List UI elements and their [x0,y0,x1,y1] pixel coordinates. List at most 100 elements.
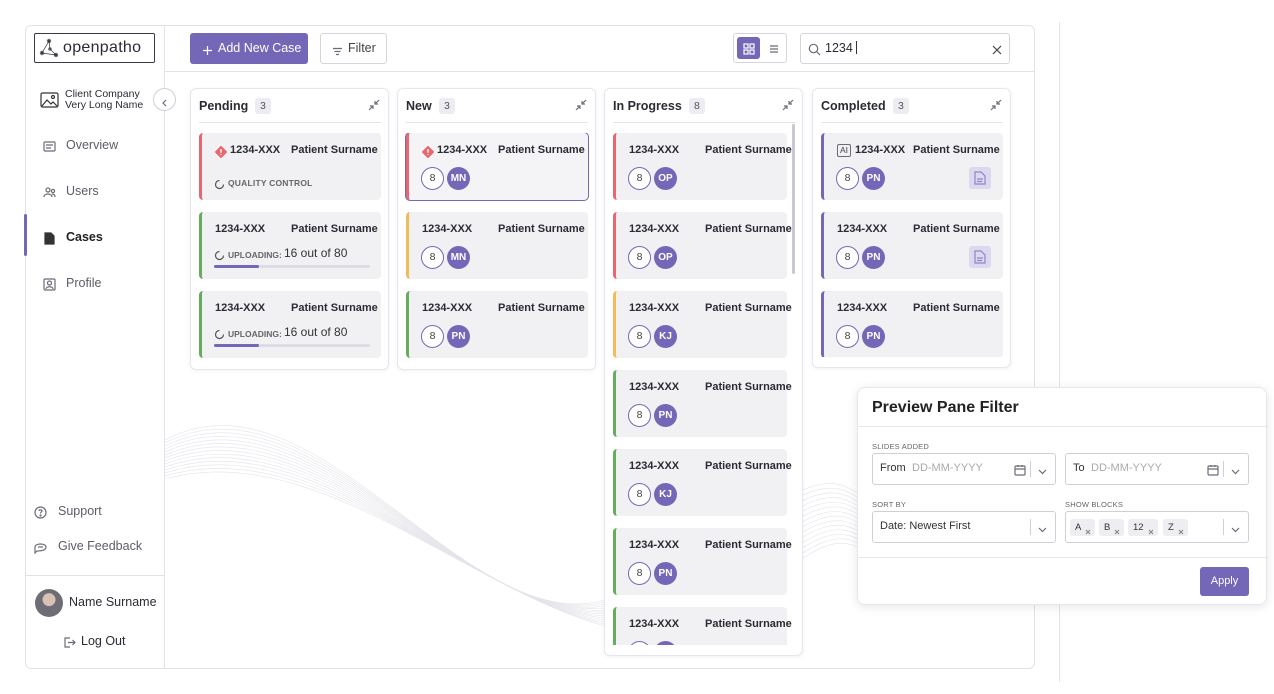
nav-label: Overview [66,138,119,152]
icon-shape [575,99,587,111]
block-tag[interactable]: A [1070,519,1096,536]
collapse-column-button[interactable] [367,97,381,111]
icon-shape [743,49,749,55]
case-card[interactable]: 1234-XXX Patient Surname 8 KJ [613,291,792,358]
case-card[interactable]: 1234-XXX Patient Surname 8 PN [613,370,792,437]
support-link[interactable]: Support [30,503,160,521]
case-card[interactable]: 1234-XXX Patient Surname 8 MN [405,133,589,201]
case-card[interactable]: 1234-XXX Patient Surname 8 MN [406,212,588,279]
column-title: Completed [821,99,886,113]
list-view-button[interactable] [763,37,785,59]
page-divider [1059,22,1060,682]
icon-shape [64,637,76,648]
icon-shape [214,250,225,261]
input-field[interactable]: To DD-MM-YYYY [1065,453,1249,485]
input-field[interactable]: A B 12 Z [1065,511,1249,543]
icon-shape [743,43,749,49]
remove-tag-icon [1085,524,1091,541]
filter-button[interactable]: Filter [320,33,387,64]
case-card[interactable]: 1234-XXX Patient Surname 8 OP [613,212,792,279]
case-card[interactable]: 1234-XXX Patient Surname [613,607,792,645]
case-card[interactable]: 1234-XXX Patient Surname 8 OP [613,133,792,200]
collapse-column-button[interactable] [989,97,1003,111]
icon-shape [1085,529,1091,535]
support-link[interactable]: Give Feedback [30,538,160,556]
icon [575,99,587,111]
dropdown-separator [1223,461,1224,477]
apply-button[interactable]: Apply [1200,567,1249,596]
add-case-button[interactable]: Add New Case [190,33,308,64]
case-card[interactable]: 1234-XXX Patient Surname 8 PN [406,291,588,358]
collapse-icon [990,98,1002,116]
date-placeholder: DD-MM-YYYY [1091,462,1162,474]
assignee-avatar: PN [862,325,885,348]
block-tag[interactable]: B [1099,519,1125,536]
block-tag[interactable]: Z [1163,519,1188,536]
slide-count-badge: 8 [421,246,444,269]
nav-item[interactable]: Cases [26,226,164,250]
assignee-avatar: MN [447,167,470,190]
patient-name: Patient Surname [498,223,585,235]
add-case-label: Add New Case [218,41,302,55]
column-count: 3 [893,98,909,114]
icon [333,47,342,56]
icon [64,637,76,648]
case-id: 1234-XXX [629,539,680,551]
icon [770,45,778,53]
warning-icon [421,145,435,163]
report-button[interactable] [969,246,991,268]
assignee-avatar: PN [654,562,677,585]
case-card[interactable]: 1234-XXX Patient Surname QUALITY CONTROL [199,133,381,200]
icon-shape [1015,465,1025,470]
nav-item[interactable]: Profile [26,272,164,296]
icon-shape [749,43,755,49]
case-card[interactable]: 1234-XXX Patient Surname 8 PN [821,212,1003,279]
search-text: 1234 [825,41,857,55]
grid-icon [743,42,755,60]
icon [990,99,1002,111]
patient-name: Patient Surname [913,302,1000,314]
nav-item[interactable]: Users [26,180,164,204]
report-button[interactable] [969,167,991,189]
assignee-avatar [654,641,677,645]
grid-view-button[interactable] [737,37,760,59]
case-id: 1234-XXX [422,302,473,314]
case-id: 1234-XXX [629,460,680,472]
input-field[interactable]: Date: Newest First [872,511,1056,543]
icon-shape [992,45,1002,55]
patient-name: Patient Surname [705,539,792,551]
card-list: AI 1234-XXX Patient Surname 8 PN 1234-XXX Pati… [813,133,1012,357]
icon [1114,529,1120,535]
link-label: Support [58,504,102,518]
block-tag[interactable]: 12 [1128,519,1158,536]
nav-icon [43,232,56,250]
spinner-icon [214,327,225,345]
icon-shape [1014,465,1026,476]
input-field[interactable]: From DD-MM-YYYY [872,453,1056,485]
column-title: New [406,99,432,113]
collapse-sidebar-button[interactable] [153,88,176,111]
kanban-column: In Progress 8 1234-XXX Patient Surname 8 OP 12… [604,88,803,656]
icon [1178,529,1184,535]
search-box[interactable]: 1234 [800,33,1010,64]
icon-shape [990,99,1002,111]
nav-item[interactable]: Overview [26,134,164,158]
logout-button[interactable]: Log Out [60,633,140,651]
case-card[interactable]: 1234-XXX Patient Surname 8 PN [821,291,1003,357]
column-rule [613,122,795,123]
collapse-column-button[interactable] [574,97,588,111]
column-rule [821,122,1003,123]
case-card[interactable]: 1234-XXX Patient Surname 8 PN [613,528,792,595]
case-card[interactable]: 1234-XXX Patient Surname UPLOADING: 16 out … [199,291,381,358]
icon-shape [50,188,56,194]
case-card[interactable]: AI 1234-XXX Patient Surname 8 PN [821,133,1003,200]
case-card[interactable]: 1234-XXX Patient Surname UPLOADING: 16 out … [199,212,381,279]
logo-text: openpatho [63,39,142,56]
slide-count-badge: 8 [628,325,651,348]
case-card[interactable]: 1234-XXX Patient Surname 8 KJ [613,449,792,516]
collapse-column-button[interactable] [781,97,795,111]
kanban-column: New 3 1234-XXX Patient Surname 8 MN 1234-XXX Pa… [397,88,596,370]
sidebar-divider [26,575,164,576]
company-name: Client Company Very Long Name [65,88,144,111]
date-label: From [880,462,906,474]
